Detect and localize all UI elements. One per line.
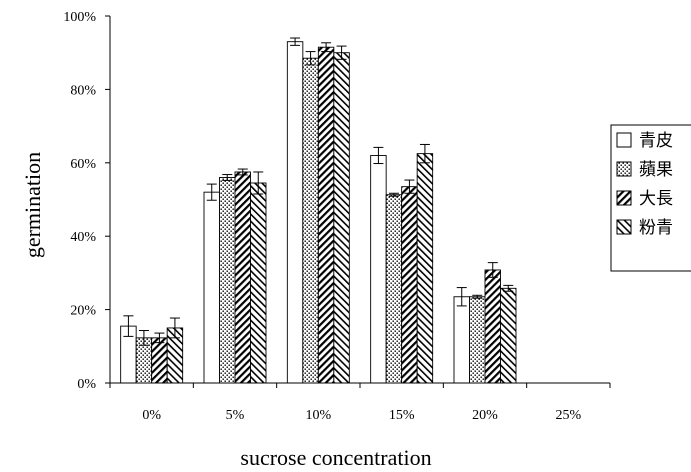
bar <box>500 287 517 384</box>
bar <box>401 186 418 384</box>
error-bar <box>419 143 430 164</box>
error-bar <box>321 42 332 53</box>
bar <box>484 269 501 384</box>
x-axis-ticks: 0% 5% 10% 15% 20% 25% <box>109 383 611 423</box>
legend-swatch <box>616 219 632 235</box>
bar <box>234 171 251 384</box>
error-bar <box>472 294 483 299</box>
bar-marks <box>120 41 517 384</box>
y-tick-label: 0% <box>77 377 96 392</box>
error-bar <box>305 51 316 66</box>
bar <box>385 194 403 384</box>
error-bar <box>169 317 180 339</box>
y-tick-label: 60% <box>70 157 96 172</box>
bar <box>370 155 387 384</box>
y-axis-ticks: 0% 20% 40% 60% 80% 100% <box>63 10 110 392</box>
error-bar <box>253 171 264 195</box>
error-bar <box>237 168 248 176</box>
x-tick-label: 20% <box>472 408 498 423</box>
error-bar <box>404 179 415 194</box>
bar <box>151 337 168 384</box>
bar <box>469 296 486 384</box>
error-bar <box>456 287 467 307</box>
y-tick-label: 20% <box>70 304 96 319</box>
bar <box>250 182 267 384</box>
error-bar <box>388 192 399 197</box>
bar <box>317 46 335 384</box>
bar <box>453 296 470 384</box>
error-bar <box>373 146 384 165</box>
bar <box>333 52 350 384</box>
bar <box>203 191 220 384</box>
x-axis-title: sucrose concentration <box>240 445 431 470</box>
error-bar <box>222 174 233 181</box>
error-bar <box>154 332 165 344</box>
x-tick-label: 10% <box>305 408 331 423</box>
y-axis-title: germination <box>20 152 45 258</box>
y-tick-label: 40% <box>70 230 96 245</box>
legend-swatch <box>616 161 632 177</box>
error-bar <box>290 37 301 46</box>
x-tick-label: 5% <box>226 408 245 423</box>
error-bar <box>123 315 134 337</box>
y-tick-label: 80% <box>70 83 96 98</box>
bar <box>302 57 319 384</box>
x-tick-label: 15% <box>389 408 415 423</box>
x-tick-label: 0% <box>142 408 161 423</box>
bar <box>286 41 304 384</box>
bar <box>416 153 434 384</box>
error-bars <box>123 37 514 346</box>
error-bar <box>503 284 514 292</box>
legend-swatch <box>616 132 632 148</box>
error-bar <box>487 262 498 278</box>
legend-label: 大長 <box>639 189 673 208</box>
error-bar <box>138 330 149 346</box>
y-tick-label: 100% <box>63 10 96 25</box>
legend-label: 蘋果 <box>639 160 673 179</box>
legend-label: 粉青 <box>639 218 673 237</box>
x-tick-label: 25% <box>555 408 581 423</box>
legend-swatch <box>616 190 632 206</box>
legend-label: 青皮 <box>639 131 673 150</box>
error-bar <box>206 183 217 201</box>
error-bar <box>336 45 347 60</box>
bar <box>219 177 236 384</box>
